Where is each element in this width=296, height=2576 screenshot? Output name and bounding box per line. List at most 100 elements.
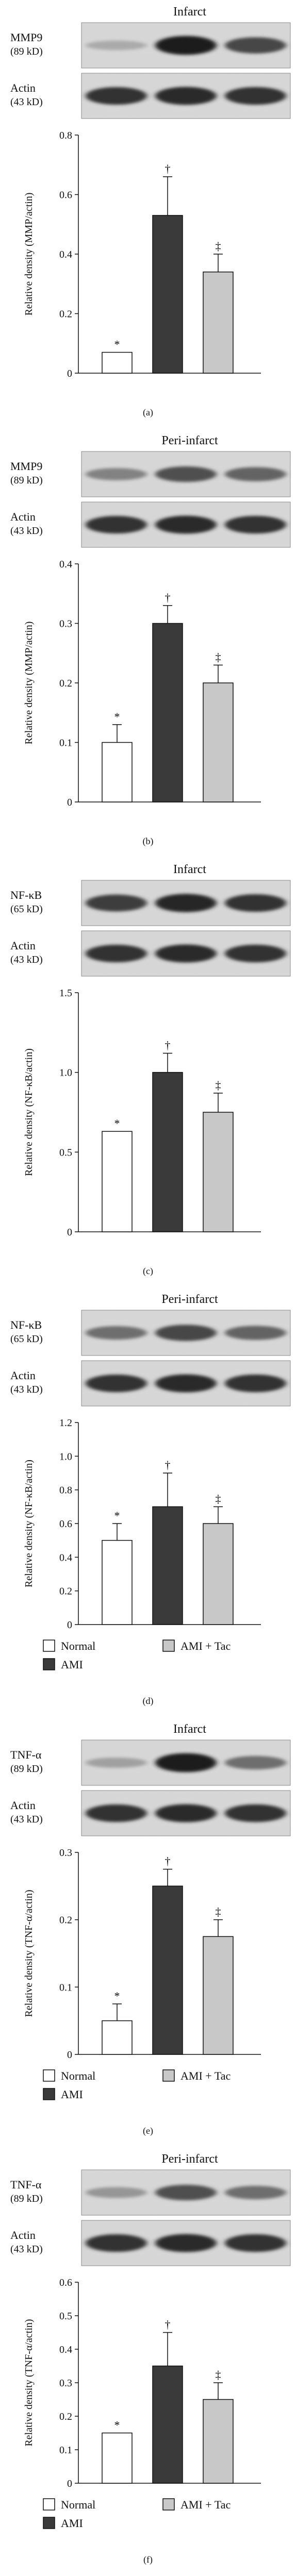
significance-marker: * xyxy=(114,1509,120,1522)
y-axis-label: Relative density (MMP/actin) xyxy=(23,622,35,745)
blot-band xyxy=(225,2234,286,2252)
significance-marker: ‡ xyxy=(216,650,221,663)
legend-swatch-ami_tac xyxy=(162,2498,175,2511)
bar-ami_tac xyxy=(203,2399,234,2484)
y-tick-label: 0.5 xyxy=(59,1147,72,1158)
blot-band xyxy=(225,515,286,534)
blot-label-name: Actin xyxy=(10,510,36,523)
panel-d: Peri-infarct NF-κB (65 kD) Actin (43 kD) 0 0.2… xyxy=(10,1293,291,1707)
blot-band xyxy=(86,1758,147,1768)
legend-swatch-ami_tac xyxy=(162,2069,175,2082)
bar-normal xyxy=(102,2432,133,2484)
panel-title: Infarct xyxy=(173,863,206,876)
blot-band xyxy=(225,467,286,481)
y-tick-label: 0 xyxy=(67,1227,72,1238)
significance-marker: † xyxy=(165,2318,171,2331)
significance-marker: ‡ xyxy=(216,1905,221,1918)
legend-label-normal: Normal xyxy=(61,2498,95,2511)
bar-ami_tac xyxy=(203,682,234,802)
blot-label-weight: (89 kD) xyxy=(10,2193,43,2204)
y-tick-label: 0 xyxy=(67,1619,72,1631)
y-tick-label: 0.3 xyxy=(59,618,72,630)
panel-label: (e) xyxy=(143,2126,153,2136)
legend-swatch-normal xyxy=(43,1640,55,1652)
panel-label: (b) xyxy=(143,836,154,847)
y-tick-label: 0.1 xyxy=(59,2445,72,2456)
blot-band xyxy=(225,37,286,54)
bar-normal xyxy=(102,352,133,374)
legend-swatch-ami xyxy=(43,1658,55,1670)
y-tick-label: 0.1 xyxy=(59,738,72,749)
y-tick-label: 0.2 xyxy=(59,2411,72,2422)
significance-marker: † xyxy=(165,1855,171,1868)
bar-ami xyxy=(152,1885,183,2055)
blot-band xyxy=(86,2187,147,2198)
blot-label-name: Actin xyxy=(10,1799,36,1812)
bar-ami xyxy=(152,1072,183,1232)
y-axis-label: Relative density (TNF-α/actin) xyxy=(23,1889,35,2017)
blot-label-name: MMP9 xyxy=(10,31,42,44)
blot-band xyxy=(155,466,217,482)
blot-label-weight: (65 kD) xyxy=(10,1333,43,1345)
blot-label-name: Actin xyxy=(10,939,36,952)
y-tick-label: 0 xyxy=(67,2478,72,2489)
y-tick-label: 0 xyxy=(67,797,72,808)
y-tick-label: 0.4 xyxy=(59,559,72,570)
y-tick-label: 0.3 xyxy=(59,2378,72,2389)
legend-swatch-ami_tac xyxy=(162,1640,175,1652)
panel-a: Infarct MMP9 (89 kD) Actin (43 kD) 0 0.2 0.4 0.6… xyxy=(10,5,291,418)
significance-marker: * xyxy=(114,1989,120,2002)
target-blot: MMP9 (89 kD) xyxy=(10,451,291,497)
bar-normal xyxy=(102,2020,133,2055)
significance-marker: * xyxy=(114,2419,120,2432)
blot-band xyxy=(155,2234,217,2252)
blot-band xyxy=(225,1804,286,1822)
blot-label-weight: (65 kD) xyxy=(10,904,43,915)
y-tick-label: 0.6 xyxy=(59,1518,72,1530)
legend-swatch-normal xyxy=(43,2498,55,2511)
y-axis-label: Relative density (NF-κB/actin) xyxy=(23,1048,35,1176)
legend-swatch-ami xyxy=(43,2088,55,2100)
bar-normal xyxy=(102,1540,133,1625)
panels: Infarct MMP9 (89 kD) Actin (43 kD) 0 0.2 0.4 0.6… xyxy=(10,5,291,2565)
blot-band xyxy=(155,2184,217,2201)
significance-marker: ‡ xyxy=(216,1492,221,1505)
legend-label-normal: Normal xyxy=(61,2069,95,2082)
bar-chart: 0 0.1 0.2 0.3 Relative density (TNF-α/actin)… xyxy=(23,1847,261,2061)
y-tick-label: 1.0 xyxy=(59,1451,72,1462)
y-tick-label: 0 xyxy=(67,2049,72,2061)
y-axis-label: Relative density (TNF-α/actin) xyxy=(23,2319,35,2446)
actin-blot: Actin (43 kD) xyxy=(10,501,291,548)
y-axis-label: Relative density (NF-κB/actin) xyxy=(23,1460,35,1587)
blot-label-weight: (43 kD) xyxy=(10,1384,43,1395)
blot-label-weight: (89 kD) xyxy=(10,1763,43,1775)
blot-label-weight: (89 kD) xyxy=(10,46,43,57)
legend-swatch-normal xyxy=(43,2069,55,2082)
y-tick-label: 1.2 xyxy=(59,1417,72,1429)
blot-band xyxy=(225,87,286,105)
panel-title: Peri-infarct xyxy=(161,1293,218,1306)
y-tick-label: 0.4 xyxy=(59,2344,72,2355)
y-tick-label: 0.2 xyxy=(59,1915,72,1926)
y-axis-label: Relative density (MMP/actin) xyxy=(23,193,35,316)
actin-blot: Actin (43 kD) xyxy=(10,1360,291,1407)
y-tick-label: 0.2 xyxy=(59,678,72,689)
blot-band xyxy=(225,1326,286,1340)
blot-band xyxy=(225,2185,286,2200)
legend-label-ami_tac: AMI + Tac xyxy=(180,2498,231,2511)
y-tick-label: 0.1 xyxy=(59,1982,72,1993)
significance-marker: ‡ xyxy=(216,240,221,253)
actin-blot: Actin (43 kD) xyxy=(10,2220,291,2266)
bar-ami xyxy=(152,1506,183,1625)
y-tick-label: 0.4 xyxy=(59,1552,72,1563)
blot-label-name: MMP9 xyxy=(10,460,42,473)
blot-label-name: Actin xyxy=(10,1369,36,1382)
bar-chart: 0 0.2 0.4 0.6 0.8 1.0 1.2 Relative density (NF-… xyxy=(23,1417,261,1631)
target-blot: NF-κB (65 kD) xyxy=(10,880,291,926)
blot-label-weight: (89 kD) xyxy=(10,475,43,486)
significance-marker: † xyxy=(165,591,171,604)
legend-label-ami: AMI xyxy=(61,1658,83,1671)
blot-band xyxy=(86,2234,147,2252)
actin-blot: Actin (43 kD) xyxy=(10,1790,291,1836)
